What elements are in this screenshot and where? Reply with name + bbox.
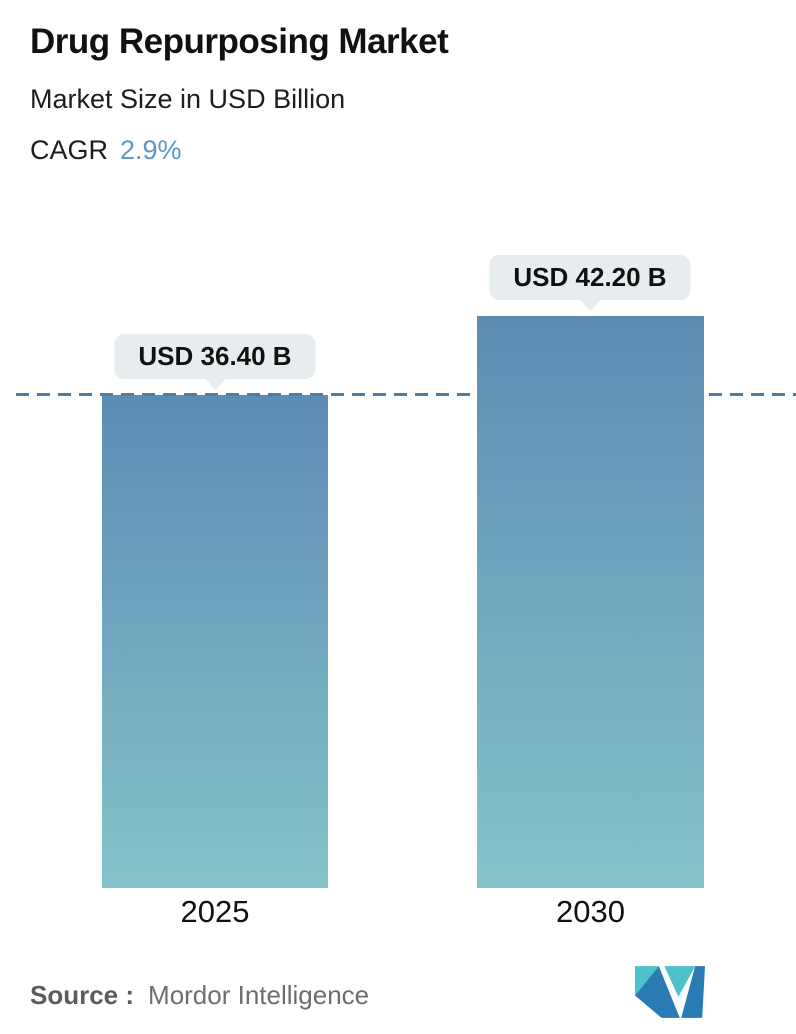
source-line: Source : Mordor Intelligence	[30, 980, 369, 1011]
chart-subtitle: Market Size in USD Billion	[30, 84, 346, 114]
cagr-label: CAGR	[30, 135, 109, 165]
cagr-line: CAGR 2.9%	[30, 135, 182, 166]
value-tooltip-2025: USD 36.40 B	[114, 334, 316, 379]
axis-label-2030: 2030	[556, 894, 625, 929]
source-label: Source :	[30, 980, 135, 1010]
source-value: Mordor Intelligence	[148, 980, 370, 1010]
bar-2025[interactable]	[102, 395, 328, 888]
cagr-value: 2.9%	[120, 135, 182, 165]
bar-2030[interactable]	[477, 316, 704, 888]
value-tooltip-2030: USD 42.20 B	[489, 255, 691, 300]
dashed-reference-line	[16, 393, 796, 396]
mordor-intelligence-logo-icon	[635, 966, 705, 1018]
page-title: Drug Repurposing Market	[30, 22, 449, 61]
axis-label-2025: 2025	[180, 894, 250, 929]
